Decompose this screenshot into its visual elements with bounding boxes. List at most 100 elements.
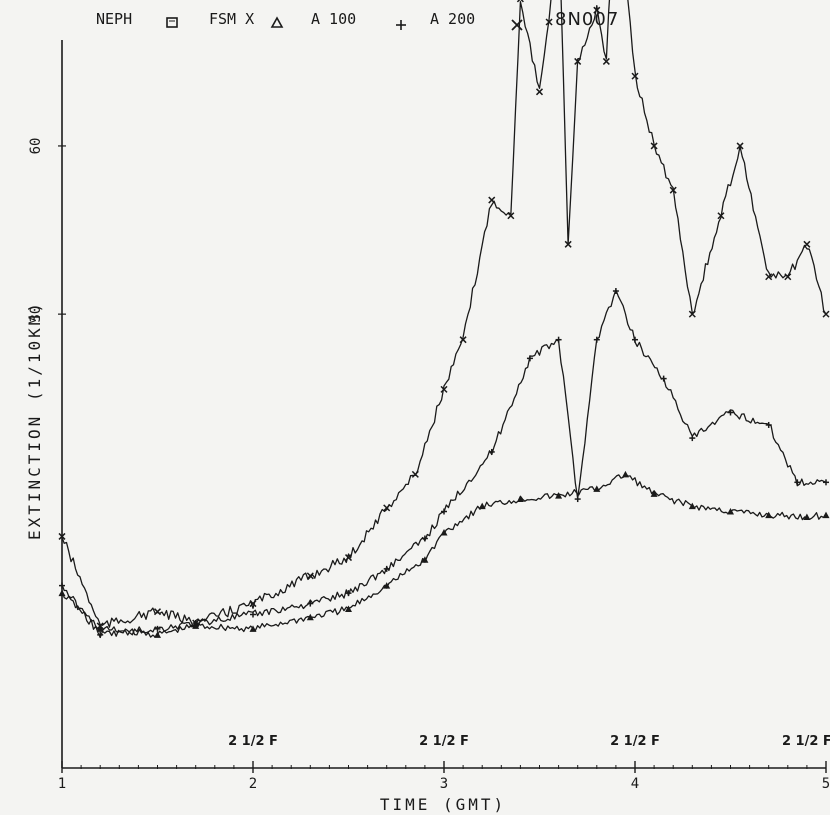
data-point-a-100: [689, 435, 696, 442]
data-point-a-200: [488, 196, 496, 204]
y-ticks: 3060120210360: [28, 138, 66, 323]
data-point-a-200: [58, 532, 66, 540]
data-point-a-200: [411, 470, 419, 478]
data-point-fsm-x: [516, 495, 524, 503]
data-point-a-200: [306, 572, 314, 580]
data-point-a-100: [59, 582, 65, 589]
x-tick-label: 2: [249, 776, 257, 792]
chart-id-label: 8N007: [555, 9, 620, 30]
legend-item-a200: A 200: [430, 10, 475, 28]
data-point-fsm-x: [383, 582, 391, 589]
series-a-100: [59, 288, 829, 639]
data-point-fsm-x: [96, 625, 104, 632]
series: [58, 0, 830, 639]
data-point-a-100: [441, 508, 447, 515]
data-point-a-200: [669, 186, 677, 194]
data-point-a-200: [153, 608, 162, 616]
data-point-a-100: [612, 288, 619, 295]
legend-item-a100: A 100: [311, 10, 356, 28]
data-point-a-200: [192, 619, 200, 627]
data-point-fsm-x: [306, 613, 314, 621]
axes: [61, 40, 826, 769]
data-point-a-200: [765, 273, 773, 281]
legend-label-a200: A 200: [430, 10, 476, 28]
series-a-200: [58, 0, 830, 630]
data-point-a-100: [383, 565, 390, 572]
data-point-a-200: [717, 212, 725, 220]
data-point-a-200: [593, 6, 601, 14]
annotation-label: 2 1/2 F: [610, 734, 660, 749]
series-line-a-100: [61, 289, 827, 639]
x-ticks: 1 2 3 4 5: [58, 761, 830, 792]
data-point-a-100: [765, 421, 772, 428]
data-point-a-200: [631, 72, 639, 80]
data-point-a-100: [823, 479, 829, 486]
plus-marker-icon: [396, 20, 406, 30]
series-line-a-200: [61, 0, 827, 628]
data-point-a-200: [602, 57, 610, 65]
y-tick-label: 30: [28, 306, 44, 323]
data-point-fsm-x: [345, 605, 352, 612]
x-tick-label: 3: [440, 776, 448, 792]
data-point-a-200: [459, 336, 467, 344]
data-point-a-100: [307, 600, 314, 607]
data-point-fsm-x: [440, 528, 448, 536]
annotation-label: 2 1/2 F: [419, 734, 469, 749]
data-point-a-100: [555, 336, 562, 343]
data-point-a-200: [564, 240, 572, 248]
series-line-fsm-x: [61, 472, 827, 638]
data-point-a-100: [660, 375, 667, 382]
data-point-a-100: [421, 535, 428, 542]
x-tick-label: 1: [58, 776, 66, 792]
annotations: 2 1/2 F 2 1/2 F 2 1/2 F 2 1/2 F: [228, 734, 830, 749]
data-point-a-200: [545, 18, 553, 26]
data-point-a-100: [593, 336, 600, 343]
data-point-fsm-x: [249, 625, 257, 632]
data-point-a-100: [488, 448, 495, 455]
data-point-a-200: [383, 504, 391, 512]
data-point-a-100: [154, 625, 161, 632]
data-point-a-200: [344, 554, 353, 562]
data-point-fsm-x: [154, 631, 161, 638]
data-point-fsm-x: [803, 513, 811, 521]
legend-item-fsm: FSM X: [209, 10, 254, 28]
data-point-a-200: [803, 240, 811, 248]
annotation-label: 2 1/2 F: [782, 734, 830, 749]
data-point-a-100: [526, 355, 533, 362]
legend-label-fsm: FSM X: [209, 10, 255, 28]
data-point-a-200: [249, 600, 257, 608]
data-point-a-100: [632, 336, 638, 343]
data-point-fsm-x: [765, 511, 773, 519]
data-point-fsm-x: [593, 485, 601, 492]
data-point-a-200: [688, 310, 696, 318]
data-point-a-100: [345, 590, 352, 597]
data-point-a-200: [736, 142, 744, 150]
data-point-a-100: [727, 409, 734, 416]
legend-label-a100: A 100: [311, 10, 357, 28]
data-point-fsm-x: [650, 490, 658, 497]
data-point-a-200: [516, 0, 524, 3]
data-point-a-200: [650, 142, 658, 150]
data-point-a-200: [535, 88, 544, 96]
data-point-fsm-x: [727, 508, 734, 515]
data-point-fsm-x: [478, 502, 486, 510]
data-point-a-200: [96, 622, 104, 630]
x-tick-label: 4: [631, 776, 639, 792]
y-tick-label: 60: [28, 138, 44, 155]
x-marker-icon: [511, 19, 523, 31]
data-point-fsm-x: [421, 556, 429, 563]
legend-label-neph: NEPH: [96, 10, 133, 28]
data-point-fsm-x: [822, 511, 830, 519]
data-point-a-100: [97, 631, 104, 638]
data-point-a-100: [794, 479, 801, 486]
legend-item-neph: NEPH: [96, 10, 132, 28]
data-point-fsm-x: [688, 502, 696, 510]
data-point-a-200: [574, 57, 582, 65]
triangle-marker-icon: [270, 16, 284, 28]
data-point-a-200: [440, 385, 448, 393]
annotation-label: 2 1/2 F: [228, 734, 278, 749]
data-point-fsm-x: [621, 470, 629, 478]
data-point-a-200: [822, 310, 830, 318]
